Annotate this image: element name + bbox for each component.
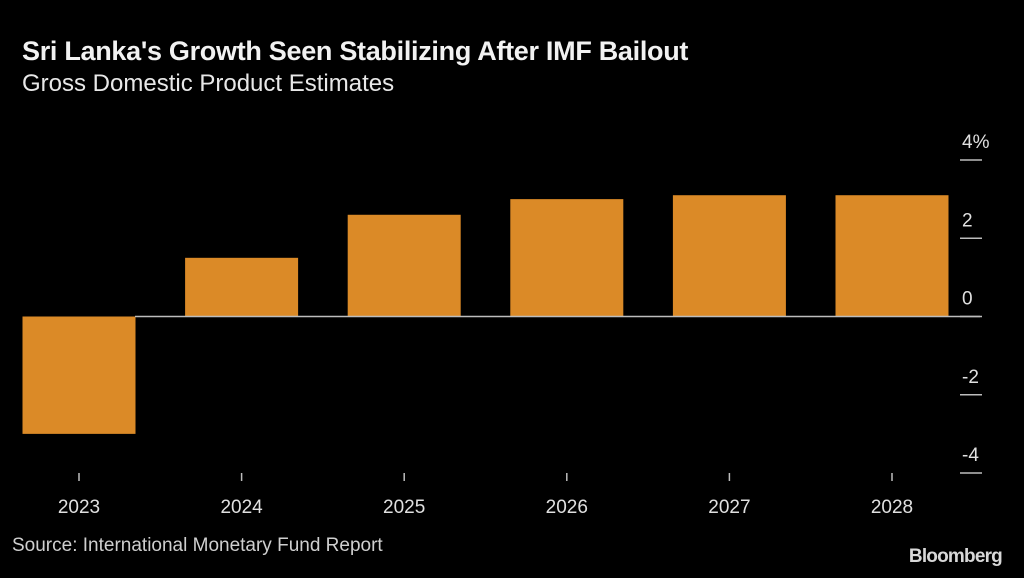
bloomberg-logo: Bloomberg (908, 546, 1003, 567)
bar-2028 (835, 195, 949, 317)
chart-title: Sri Lanka's Growth Seen Stabilizing Afte… (22, 36, 689, 66)
x-tick-label-2023: 2023 (58, 497, 100, 518)
y-tick-label-1: 2 (962, 210, 973, 231)
y-tick-label-4: -4 (962, 445, 979, 466)
bar-2023 (22, 316, 136, 434)
x-tick-label-2025: 2025 (383, 497, 425, 518)
y-tick-label-2: 0 (962, 289, 973, 310)
y-tick-label-0: 4% (962, 132, 990, 153)
y-tick-label-3: -2 (962, 367, 979, 388)
chart-subtitle: Gross Domestic Product Estimates (22, 70, 395, 97)
bar-2024 (185, 257, 299, 317)
bar-2026 (510, 199, 624, 317)
source-note: Source: International Monetary Fund Repo… (12, 535, 383, 556)
x-tick-label-2024: 2024 (220, 497, 263, 518)
x-tick-label-2027: 2027 (708, 497, 750, 518)
x-tick-label-2028: 2028 (871, 497, 913, 518)
x-tick-label-2026: 2026 (546, 497, 588, 518)
bar-2025 (347, 214, 461, 317)
bar-2027 (672, 195, 786, 317)
